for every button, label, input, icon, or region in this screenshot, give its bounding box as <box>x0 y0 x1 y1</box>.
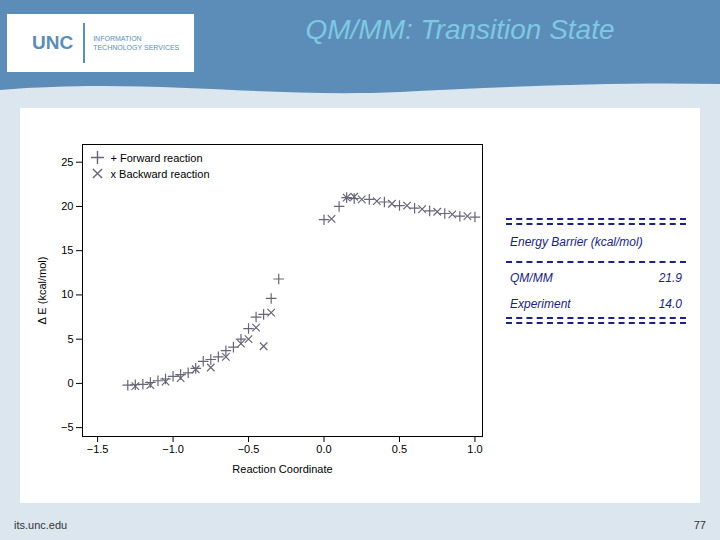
svg-text:−5: −5 <box>61 421 74 433</box>
svg-text:10: 10 <box>61 288 73 300</box>
svg-text:0.0: 0.0 <box>316 443 331 455</box>
html-text:+ Forward reaction: + Forward reaction <box>110 151 203 164</box>
svg-text:25: 25 <box>61 156 73 168</box>
svg-text:Δ E (kcal/mol): Δ E (kcal/mol) <box>36 257 48 325</box>
svg-text:−0.5: −0.5 <box>238 443 260 455</box>
html-text:QM/MM: Transition State: QM/MM: Transition State <box>305 14 615 45</box>
svg-text:0.5: 0.5 <box>392 443 407 455</box>
svg-text:−1.0: −1.0 <box>162 443 184 455</box>
html-text:INFORMATION TECHNOLOGY SERVICE: INFORMATION TECHNOLOGY SERVICES <box>93 34 180 51</box>
svg-text:1.0: 1.0 <box>467 443 482 455</box>
html-text:14.0: 14.0 <box>658 297 682 311</box>
html-text:UNC: UNC <box>32 32 74 53</box>
svg-text:20: 20 <box>61 200 73 212</box>
html-text:QM/MM: QM/MM <box>510 271 553 285</box>
html-text:77: 77 <box>693 519 706 531</box>
svg-text:Reaction Coordinate: Reaction Coordinate <box>232 463 332 475</box>
html-text:21.9: 21.9 <box>658 271 682 285</box>
svg-text:15: 15 <box>61 244 73 256</box>
html-text:Energy Barrier (kcal/mol): Energy Barrier (kcal/mol) <box>510 235 643 249</box>
html-text:its.unc.edu: its.unc.edu <box>14 519 68 531</box>
html-text:x Backward reaction: x Backward reaction <box>110 167 210 180</box>
svg-text:−1.5: −1.5 <box>87 443 109 455</box>
svg-text:5: 5 <box>67 333 73 345</box>
html-text:Experiment: Experiment <box>510 297 571 311</box>
svg-text:0: 0 <box>67 377 73 389</box>
